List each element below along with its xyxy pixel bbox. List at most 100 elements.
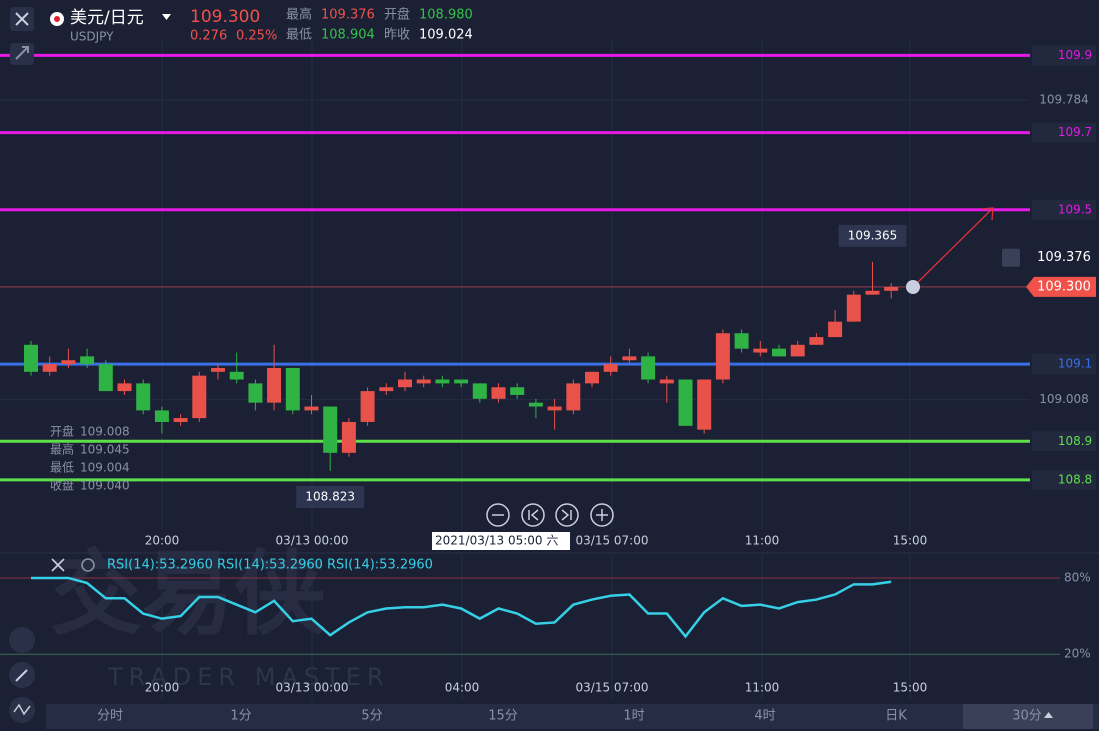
tab[interactable]: 1时 (623, 709, 644, 724)
candle-body (173, 418, 188, 422)
trend-arrow (912, 207, 994, 288)
level-label: 109.5 (1058, 202, 1092, 216)
candle-body (154, 410, 169, 422)
candle-body (267, 367, 282, 403)
candle-body (117, 383, 132, 392)
tab[interactable]: 日K (885, 709, 907, 724)
watermark-en: TRADER MASTER (107, 663, 390, 691)
candle-body (248, 383, 263, 403)
candle-body (772, 348, 786, 357)
tabs: 分时 1分 5分 15分 1时 4时 日K 30分 (97, 709, 1042, 724)
level-label: 109.7 (1058, 125, 1092, 139)
watermark: 交易侠 (50, 540, 327, 647)
close-icon (15, 12, 29, 26)
x-tick-label: 03/13 00:00 (276, 681, 349, 695)
candle-body (828, 321, 843, 338)
icon (561, 509, 572, 521)
candle-body (98, 364, 113, 392)
candle-body (603, 364, 618, 372)
bell (1002, 248, 1020, 267)
high-annotation: 109.365 (848, 228, 898, 242)
candle-body (24, 344, 38, 372)
tab[interactable]: 4时 (754, 709, 775, 724)
candle-body (734, 333, 749, 349)
candle-body (211, 367, 225, 372)
ohlc-label: 收盘 (50, 478, 74, 493)
dropdown-icon[interactable] (162, 14, 171, 20)
tab[interactable]: 5分 (361, 709, 382, 724)
candle-body (192, 375, 207, 419)
candle-body (379, 387, 394, 392)
last-high-tag (1032, 247, 1096, 268)
high-label: 最高 (286, 7, 312, 23)
info-icon[interactable] (906, 280, 920, 294)
last-high-label: 109.376 (1037, 250, 1091, 265)
grid (0, 40, 1060, 700)
prev[interactable] (521, 503, 545, 527)
ohlc-label: 开盘 (50, 424, 74, 439)
change-pct: 0.25% (236, 29, 277, 44)
open-label: 开盘 (384, 7, 410, 23)
tab-arrow[interactable] (1044, 712, 1053, 718)
candle-body (641, 356, 656, 380)
low: 108.904 (321, 28, 375, 43)
candle-body (585, 371, 599, 384)
x-tick-label: 03/15 07:00 (576, 681, 649, 695)
pair-name[interactable]: 美元/日元 (70, 8, 144, 28)
candle-body (491, 387, 506, 399)
candle-body (697, 379, 712, 430)
candle-body (323, 406, 338, 453)
next[interactable] (555, 503, 579, 527)
rsi-settings[interactable] (81, 558, 95, 572)
tab[interactable]: 1分 (230, 709, 251, 724)
plot (0, 45, 1096, 639)
x-tick-label: 03/13 00:00 (276, 534, 349, 548)
expand-icon (15, 46, 29, 60)
zoom-in[interactable] (590, 503, 614, 527)
icon (15, 669, 28, 682)
crosshair-box (432, 532, 570, 550)
tab[interactable]: 分时 (97, 709, 123, 724)
x-tick-label: 20:00 (145, 534, 180, 548)
candle-body (80, 356, 95, 365)
rsi-line (31, 576, 892, 639)
level-label: 109.9 (1058, 48, 1092, 62)
candle-body (884, 286, 899, 291)
rsi-label: RSI(14):53.2960 (327, 558, 433, 573)
x-tick-label: 04:00 (445, 681, 480, 695)
candle-body (42, 364, 57, 372)
candle-body (715, 333, 730, 380)
candle-body (398, 379, 412, 388)
level-tag (1032, 431, 1096, 452)
x-tick-label: 03/15 07:00 (576, 534, 649, 548)
tool-candle[interactable] (9, 627, 35, 653)
x-tick-label: 15:00 (893, 681, 928, 695)
ohlc-label: 最高 (50, 442, 74, 457)
low-annotation-box (296, 485, 365, 508)
candle-body (435, 379, 450, 384)
tab-selected (963, 704, 1093, 729)
icon (596, 509, 608, 521)
level-label: 108.9 (1058, 434, 1092, 448)
candle-body (790, 344, 805, 357)
rsi-label: RSI(14):53.2960 (107, 558, 213, 573)
candle-body (865, 290, 880, 295)
rsi-close[interactable] (51, 558, 65, 572)
ohlc-value: 109.045 (80, 443, 130, 457)
level-label: 109.1 (1058, 357, 1092, 371)
crosshair-label: 2021/03/13 05:00 六 (435, 534, 558, 548)
prev-close-label: 昨收 (384, 28, 410, 43)
x-tick-label: 20:00 (145, 681, 180, 695)
ohlc-value: 109.004 (80, 461, 130, 475)
tab[interactable]: 30分 (1012, 709, 1042, 724)
level-tag (1032, 45, 1096, 66)
prev-close: 109.024 (419, 28, 473, 43)
zoom-out[interactable] (486, 503, 510, 527)
candle-body (341, 421, 356, 453)
candle-body (659, 379, 674, 384)
level-tag (1032, 354, 1096, 375)
flag-dot (54, 16, 60, 22)
tab[interactable]: 15分 (488, 709, 518, 724)
level-tag (1032, 122, 1096, 143)
